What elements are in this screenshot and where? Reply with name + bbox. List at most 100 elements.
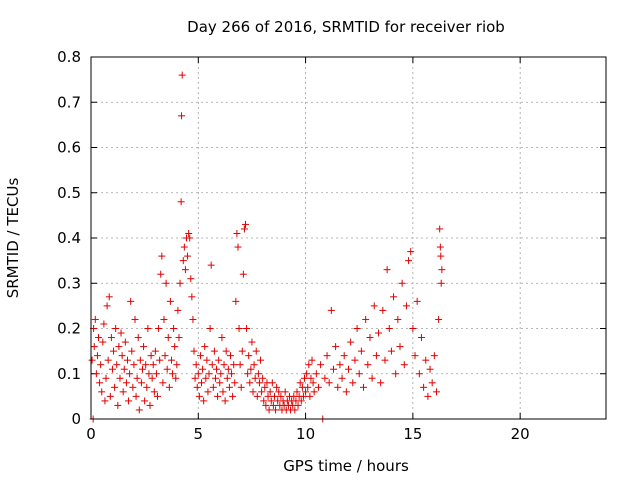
data-point — [127, 297, 135, 305]
data-point — [226, 352, 234, 360]
data-point — [92, 370, 100, 378]
data-point — [115, 343, 123, 351]
data-point — [151, 347, 159, 355]
chart-title: Day 266 of 2016, SRMTID for receiver rio… — [187, 18, 505, 36]
data-point — [120, 365, 128, 373]
data-point — [321, 374, 329, 382]
data-point — [436, 225, 444, 233]
data-point — [250, 361, 258, 369]
data-point — [140, 343, 148, 351]
data-point — [273, 383, 281, 391]
data-point — [387, 347, 395, 355]
data-point — [150, 388, 158, 396]
data-point — [117, 329, 125, 337]
data-point — [390, 293, 398, 301]
data-point — [366, 334, 374, 342]
data-point — [217, 370, 225, 378]
data-point — [113, 361, 121, 369]
y-axis-title: SRMTID / TECUs — [4, 178, 22, 299]
data-point — [265, 406, 273, 414]
data-point — [167, 356, 175, 364]
data-point — [329, 365, 337, 373]
data-point — [432, 388, 440, 396]
data-point — [301, 374, 309, 382]
data-point — [228, 370, 236, 378]
data-point — [213, 365, 221, 373]
data-point — [360, 383, 368, 391]
data-point — [353, 325, 361, 332]
data-point — [178, 71, 186, 79]
data-point — [125, 397, 133, 405]
data-point — [244, 370, 252, 378]
data-point — [225, 383, 233, 391]
data-point — [336, 361, 344, 369]
data-point — [169, 370, 177, 378]
data-point — [211, 374, 219, 382]
data-point — [398, 279, 406, 287]
data-point — [159, 379, 167, 387]
data-point — [90, 343, 98, 351]
data-point — [137, 379, 145, 387]
data-point — [372, 352, 380, 360]
data-point — [231, 379, 239, 387]
data-point — [204, 388, 212, 396]
data-point — [306, 392, 314, 400]
data-point — [111, 383, 119, 391]
data-point — [162, 279, 170, 287]
data-point — [164, 334, 172, 342]
data-point — [91, 315, 99, 323]
data-point — [166, 297, 174, 305]
data-point — [264, 392, 272, 400]
data-point — [100, 320, 108, 328]
data-point — [236, 361, 244, 369]
axis-tick-labels: 0 5 10 15 20 0 0.1 0.2 0.3 0.4 0.5 0.6 0.7 0.8 — [57, 48, 530, 443]
data-point — [176, 279, 184, 287]
data-point — [112, 325, 120, 332]
data-point — [230, 361, 238, 369]
data-point — [191, 374, 199, 382]
data-point — [233, 229, 241, 237]
data-point — [172, 374, 180, 382]
data-point — [385, 325, 393, 332]
data-point — [223, 374, 231, 382]
data-point — [192, 361, 200, 369]
y-tick-label: 0 — [71, 410, 81, 428]
data-point — [253, 392, 261, 400]
data-point — [249, 388, 257, 396]
data-point — [114, 401, 122, 409]
data-point — [242, 220, 249, 228]
data-point — [310, 388, 318, 396]
axis-ticks — [90, 56, 606, 420]
data-point — [299, 392, 307, 400]
data-point — [145, 370, 153, 378]
data-point — [216, 379, 224, 387]
data-point — [394, 315, 402, 323]
data-point — [240, 225, 248, 233]
data-point — [303, 370, 311, 378]
data-point — [179, 257, 187, 265]
data-point — [188, 293, 196, 301]
data-point — [97, 361, 105, 369]
data-point — [362, 315, 370, 323]
y-tick-label: 0.1 — [57, 365, 81, 383]
data-point — [415, 370, 423, 378]
data-point — [275, 388, 283, 396]
data-point — [206, 325, 214, 332]
data-point — [194, 370, 202, 378]
data-point — [173, 361, 181, 369]
data-point — [121, 338, 129, 346]
data-point — [364, 361, 372, 369]
data-point — [312, 370, 320, 378]
data-point — [248, 338, 256, 346]
data-point — [122, 379, 130, 387]
data-point — [370, 302, 378, 310]
data-point — [98, 388, 106, 396]
data-point — [424, 392, 432, 400]
x-tick-label: 5 — [194, 425, 204, 443]
data-point — [430, 352, 438, 360]
data-point — [340, 352, 348, 360]
data-point — [267, 397, 275, 405]
data-point — [281, 388, 289, 396]
data-point — [147, 352, 155, 360]
